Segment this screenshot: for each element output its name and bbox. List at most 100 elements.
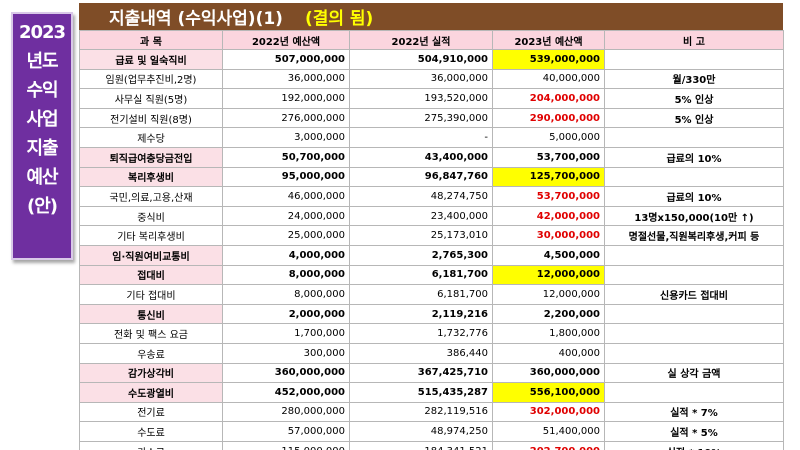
row-budget-2022-cell: 57,000,000 (222, 421, 350, 442)
page-title: 지출내역 (수익사업)(1) (109, 9, 283, 29)
row-note-cell: 급료의 10% (604, 146, 784, 168)
row-budget-2022-cell: 8,000,000 (222, 284, 350, 305)
table-row: 기타 접대비 8,000,000 6,181,700 12,000,000 신용카드 접… (79, 284, 784, 305)
row-item-cell: 제수당 (79, 127, 223, 148)
table-row-category: 퇴직급여충당금전입 50,700,000 43,400,000 53,700,000 급… (79, 146, 784, 168)
row-budget-2023-cell: 30,000,000 (492, 225, 605, 246)
row-actual-2022-cell: 6,181,700 (349, 284, 493, 305)
row-actual-2022-cell: 48,274,750 (349, 186, 493, 207)
row-note-cell: 5% 인상 (604, 107, 784, 129)
row-budget-2022-cell: 2,000,000 (222, 303, 350, 325)
row-note-cell (604, 127, 784, 148)
row-actual-2022-cell: 282,119,516 (349, 401, 493, 423)
table-row-category: 임·직원여비교통비 4,000,000 2,765,300 4,500,000 (79, 244, 784, 266)
row-budget-2022-cell: 1,700,000 (222, 323, 350, 344)
row-budget-2023-cell: 400,000 (492, 342, 605, 364)
row-budget-2023-cell: 125,700,000 (492, 166, 605, 188)
row-budget-2023-cell: 556,100,000 (492, 382, 605, 403)
row-actual-2022-cell: 515,435,287 (349, 382, 493, 403)
header-budget-2023: 2023년 예산액 (492, 30, 605, 50)
row-budget-2022-cell: 276,000,000 (222, 107, 350, 129)
row-item-cell: 접대비 (79, 264, 223, 286)
side-title-line: 2023 (18, 22, 66, 43)
row-budget-2023-cell: 12,000,000 (492, 264, 605, 286)
table-row: 전기설비 직원(8명) 276,000,000 275,390,000 290,000… (79, 107, 784, 129)
row-actual-2022-cell: - (349, 127, 493, 148)
side-title-line: 년도 (26, 51, 58, 72)
row-item-cell: 통신비 (79, 303, 223, 325)
row-budget-2023-cell: 360,000,000 (492, 362, 605, 384)
row-budget-2022-cell: 25,000,000 (222, 225, 350, 246)
row-budget-2022-cell: 36,000,000 (222, 68, 350, 90)
row-budget-2023-cell: 51,400,000 (492, 421, 605, 442)
table-row: 전기료 280,000,000 282,119,516 302,000,000 실적 *… (79, 401, 784, 423)
status-label: (결의 됨) (304, 9, 374, 29)
row-item-cell: 수도광열비 (79, 382, 223, 403)
row-budget-2022-cell: 280,000,000 (222, 401, 350, 423)
row-budget-2022-cell: 300,000 (222, 342, 350, 364)
row-note-cell: 실적 * 5% (604, 421, 784, 442)
row-item-cell: 임원(업무추진비,2명) (79, 68, 223, 90)
row-actual-2022-cell: 36,000,000 (349, 68, 493, 90)
row-item-cell: 사무실 직원(5명) (79, 88, 223, 109)
row-budget-2022-cell: 115,000,000 (222, 440, 350, 450)
row-budget-2022-cell: 46,000,000 (222, 186, 350, 207)
row-actual-2022-cell: 2,765,300 (349, 244, 493, 266)
row-budget-2022-cell: 95,000,000 (222, 166, 350, 188)
row-budget-2022-cell: 8,000,000 (222, 264, 350, 286)
row-budget-2023-cell: 202,700,000 (492, 440, 605, 450)
row-item-cell: 임·직원여비교통비 (79, 244, 223, 266)
side-title-line: 예산 (26, 167, 58, 188)
row-note-cell (604, 244, 784, 266)
row-actual-2022-cell: 184,341,521 (349, 440, 493, 450)
row-budget-2022-cell: 360,000,000 (222, 362, 350, 384)
row-actual-2022-cell: 1,732,776 (349, 323, 493, 344)
header-note: 비 고 (604, 30, 784, 50)
title-bar: 지출내역 (수익사업)(1) (결의 됨) (79, 3, 783, 30)
row-budget-2022-cell: 507,000,000 (222, 49, 350, 70)
table-row-category: 감가상각비 360,000,000 367,425,710 360,000,000 실 … (79, 362, 784, 384)
row-item-cell: 전화 및 팩스 요금 (79, 323, 223, 344)
row-budget-2023-cell: 42,000,000 (492, 205, 605, 227)
row-item-cell: 국민,의료,고용,산재 (79, 186, 223, 207)
table-header: 과 목 2022년 예산액 2022년 실적 2023년 예산액 비 고 (79, 30, 784, 50)
row-budget-2022-cell: 50,700,000 (222, 146, 350, 168)
side-title-line: 사업 (26, 109, 58, 130)
table-row: 기타 복리후생비 25,000,000 25,173,010 30,000,000 명절… (79, 225, 784, 246)
table-row: 중식비 24,000,000 23,400,000 42,000,000 13명x150… (79, 205, 784, 227)
row-budget-2023-cell: 53,700,000 (492, 146, 605, 168)
row-actual-2022-cell: 48,974,250 (349, 421, 493, 442)
header-actual-2022: 2022년 실적 (349, 30, 493, 50)
row-budget-2022-cell: 192,000,000 (222, 88, 350, 109)
row-actual-2022-cell: 504,910,000 (349, 49, 493, 70)
row-note-cell: 급료의 10% (604, 186, 784, 207)
row-item-cell: 기타 복리후생비 (79, 225, 223, 246)
table-row: 제수당 3,000,000-5,000,000 (79, 127, 784, 148)
row-actual-2022-cell: 23,400,000 (349, 205, 493, 227)
row-budget-2023-cell: 4,500,000 (492, 244, 605, 266)
row-note-cell: 신용카드 접대비 (604, 284, 784, 305)
table-row-category: 접대비 8,000,000 6,181,700 12,000,000 (79, 264, 784, 286)
table-row: 수도료 57,000,000 48,974,250 51,400,000 실적 * 5% (79, 421, 784, 442)
row-item-cell: 가스료 (79, 440, 223, 450)
row-note-cell (604, 342, 784, 364)
row-actual-2022-cell: 96,847,760 (349, 166, 493, 188)
row-budget-2022-cell: 452,000,000 (222, 382, 350, 403)
table-row-category: 복리후생비 95,000,000 96,847,760 125,700,000 (79, 166, 784, 188)
row-note-cell (604, 303, 784, 325)
row-note-cell: 명절선물,직원복리후생,커피 등 (604, 225, 784, 246)
row-budget-2023-cell: 5,000,000 (492, 127, 605, 148)
row-budget-2023-cell: 302,000,000 (492, 401, 605, 423)
table-row: 사무실 직원(5명) 192,000,000 193,520,000 204,000,… (79, 88, 784, 109)
row-budget-2023-cell: 53,700,000 (492, 186, 605, 207)
table-row: 전화 및 팩스 요금 1,700,000 1,732,776 1,800,000 (79, 323, 784, 344)
row-item-cell: 감가상각비 (79, 362, 223, 384)
table-row: 국민,의료,고용,산재 46,000,000 48,274,750 53,700,00… (79, 186, 784, 207)
side-title-line: (안) (26, 196, 58, 217)
row-item-cell: 전기료 (79, 401, 223, 423)
row-actual-2022-cell: 25,173,010 (349, 225, 493, 246)
row-item-cell: 급료 및 일숙직비 (79, 49, 223, 70)
row-budget-2023-cell: 539,000,000 (492, 49, 605, 70)
row-item-cell: 기타 접대비 (79, 284, 223, 305)
